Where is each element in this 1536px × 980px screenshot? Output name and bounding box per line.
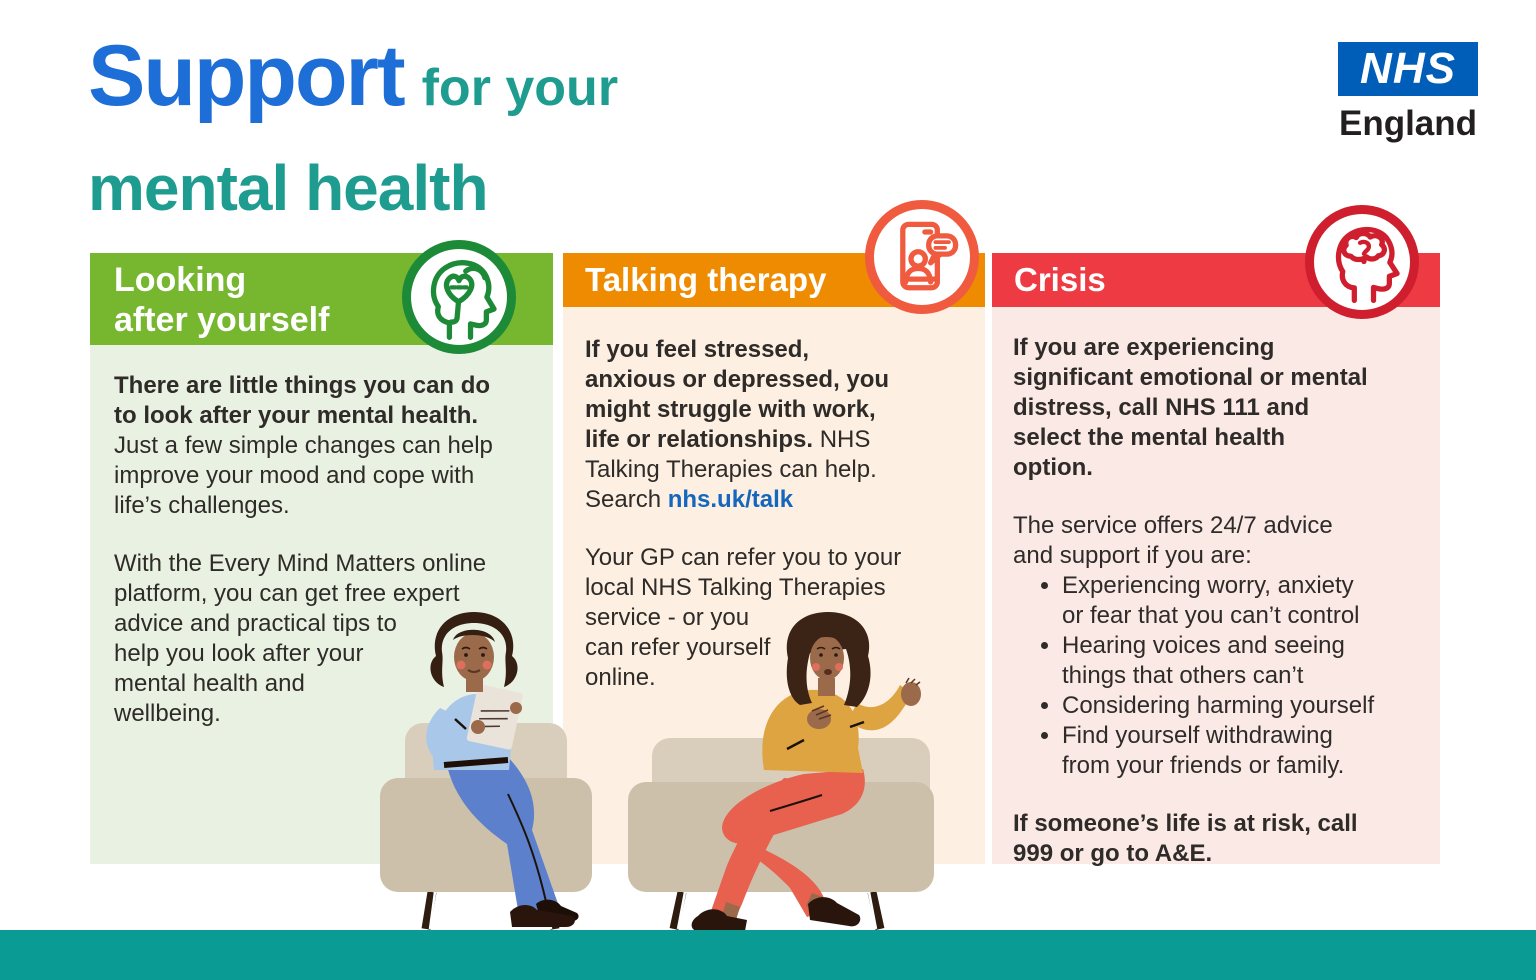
list-item: Considering harming yourself — [1062, 691, 1420, 721]
title-word-support: Support — [88, 28, 406, 124]
crisis-bullet-list: Experiencing worry, anxiety or fear that… — [1013, 571, 1420, 781]
list-item: Find yourself withdrawing from your frie… — [1062, 721, 1420, 781]
nhs-england-label: England — [1338, 104, 1478, 143]
nhs-logo-text: NHS — [1360, 44, 1456, 93]
list-item: Experiencing worry, anxiety or fear that… — [1062, 571, 1420, 631]
column-talking-therapy: Talking therapy If you feel stressed, an… — [563, 253, 985, 864]
paragraph: There are little things you can do to lo… — [114, 372, 493, 519]
phone-chat-icon — [865, 200, 979, 314]
title-word-for-your: for your — [421, 59, 619, 117]
paragraph: If someone’s life is at risk, call 999 o… — [1013, 810, 1358, 867]
paragraph: With the Every Mind Matters online platf… — [114, 550, 487, 727]
column-body-looking-after-yourself: There are little things you can do to lo… — [90, 345, 553, 864]
head-brain-icon — [1305, 205, 1419, 319]
column-body-talking-therapy: If you feel stressed, anxious or depress… — [563, 307, 985, 864]
paragraph: The service offers 24/7 advice and suppo… — [1013, 512, 1333, 569]
column-body-crisis: If you are experiencing significant emot… — [992, 307, 1440, 867]
head-heart-icon — [402, 240, 516, 354]
paragraph: If you feel stressed, anxious or depress… — [585, 336, 890, 513]
list-item: Hearing voices and seeing things that ot… — [1062, 631, 1420, 691]
footer-bar — [0, 930, 1536, 980]
paragraph: If you are experiencing significant emot… — [1013, 334, 1368, 481]
column-crisis: Crisis If you are experiencing significa… — [992, 253, 1440, 867]
title-line-mental-health: mental health — [88, 152, 489, 224]
nhs-uk-talk-link[interactable]: nhs.uk/talk — [667, 486, 794, 513]
page-title: Support for your mental health — [88, 24, 618, 223]
nhs-logo: NHS — [1338, 42, 1478, 96]
paragraph: Your GP can refer you to your local NHS … — [585, 544, 902, 691]
